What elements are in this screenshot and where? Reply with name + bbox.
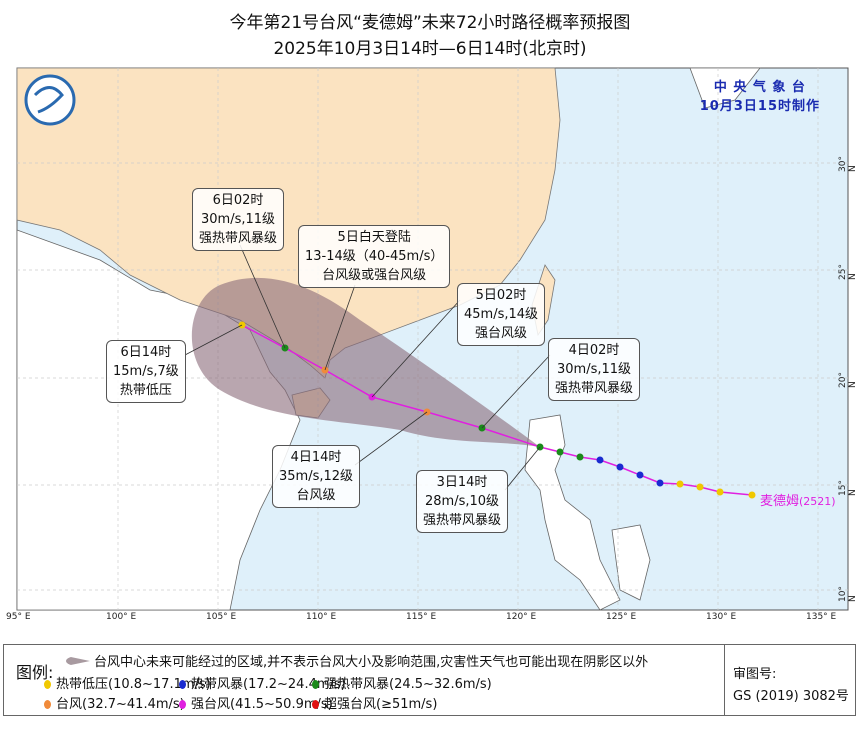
legend-td: 热带低压(10.8~17.1m/s) [44,673,211,692]
callout-leaders [184,244,551,491]
cma-logo [24,74,76,126]
legend-superty: 超强台风(≥51m/s) [312,693,437,712]
lon-tick: 135° E [806,612,837,622]
typhoon-symbol-icon [312,680,319,689]
lon-tick: 100° E [106,612,137,622]
map-approval: 审图号: GS (2019) 3082号 [724,645,856,715]
callout-4d14: 4日14时 35m/s,12级 台风级 [272,445,361,508]
callout-landfall: 5日白天登陆 13-14级（40-45m/s） 台风级或强台风级 [298,225,451,288]
callout-5d02: 5日02时 45m/s,14级 强台风级 [457,283,546,346]
cone-swatch-icon [66,656,90,666]
approval-label: 审图号: [733,667,777,682]
callout-6d14: 6日14时 15m/s,7级 热带低压 [106,340,186,403]
legend-cone: 台风中心未来可能经过的区域,并不表示台风大小及影响范围,灾害性天气也可能出现在阴… [66,651,648,670]
agency-name: 中 央 气 象 台 [713,80,806,95]
lon-tick: 115° E [406,612,437,622]
land-japan [689,67,761,109]
legend-header: 图例: [16,663,54,682]
lat-tick: 25° N [838,264,858,280]
lat-tick: 15° N [838,480,858,496]
typhoon-label: 麦德姆(2521) [760,494,836,509]
legend-ts: 热带风暴(17.2~24.4m/s) [179,673,346,692]
map-title: 今年第21号台风“麦德姆”未来72小时路径概率预报图 [229,13,631,33]
typhoon-symbol-icon [44,700,51,709]
agency-stamp: 中 央 气 象 台 10月3日15时制作 [700,78,820,116]
lon-tick: 110° E [306,612,337,622]
probability-cone [191,277,540,447]
typhoon-symbol-icon [179,700,186,709]
map-subtitle: 2025年10月3日14时—6日14时(北京时) [273,39,587,59]
typhoon-symbol-icon [44,680,51,689]
lon-tick: 130° E [706,612,737,622]
legend-sty: 强台风(41.5~50.9m/s) [179,693,333,712]
land-mindanao [611,524,651,601]
legend-sts: 强热带风暴(24.5~32.6m/s) [312,673,492,692]
typhoon-symbol-icon [179,680,186,689]
lat-tick: 20° N [838,372,858,388]
lon-tick: 125° E [606,612,637,622]
lon-tick: 95° E [6,612,31,622]
lon-tick: 105° E [206,612,237,622]
lat-tick: 30° N [838,156,858,172]
typhoon-symbol-icon [312,700,319,709]
legend: 图例: 台风中心未来可能经过的区域,并不表示台风大小及影响范围,灾害性天气也可能… [3,644,856,716]
approval-number: GS (2019) 3082号 [733,689,849,704]
issue-time: 10月3日15时制作 [699,99,820,114]
callout-6d02: 6日02时 30m/s,11级 强热带风暴级 [192,188,285,251]
lon-tick: 120° E [506,612,537,622]
legend-ty: 台风(32.7~41.4m/s) [44,693,185,712]
callout-3d14: 3日14时 28m/s,10级 强热带风暴级 [416,470,509,533]
callout-4d02: 4日02时 30m/s,11级 强热带风暴级 [548,338,641,401]
lat-tick: 10° N [838,586,858,602]
